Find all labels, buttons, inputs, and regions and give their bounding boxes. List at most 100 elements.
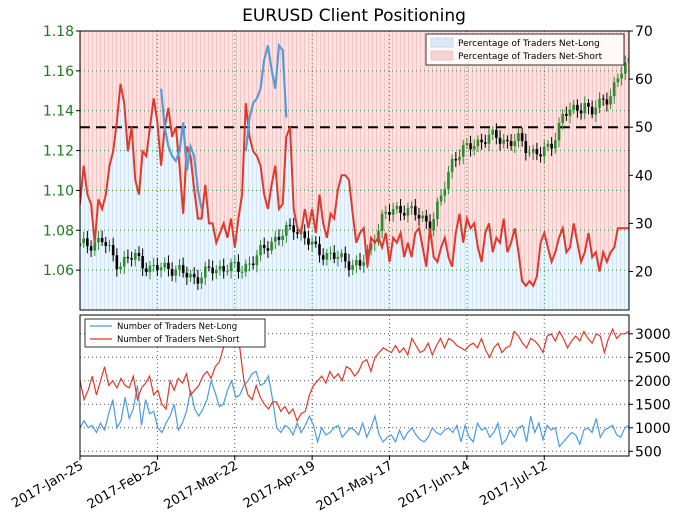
candle-body xyxy=(296,232,299,234)
candle-body xyxy=(163,262,167,268)
candle-body xyxy=(141,256,144,269)
candle-body xyxy=(222,266,225,272)
candle-body xyxy=(561,113,564,123)
candle-body xyxy=(620,73,623,79)
candle-body xyxy=(587,103,590,107)
count-lines xyxy=(80,327,629,448)
net-long-count-line xyxy=(80,370,629,448)
candle-body xyxy=(329,252,332,254)
candle-body xyxy=(425,215,428,222)
candle-body xyxy=(255,255,259,266)
candle-body xyxy=(627,57,629,63)
net-short-pct-line xyxy=(80,83,629,288)
candle-body xyxy=(443,189,447,196)
candle-body xyxy=(450,158,454,173)
candle-body xyxy=(104,242,108,246)
candle-body xyxy=(402,213,406,216)
candle-body xyxy=(495,129,498,138)
candle-body xyxy=(605,99,609,105)
candle-body xyxy=(432,219,436,231)
candle-body xyxy=(542,146,546,157)
candle-body xyxy=(111,245,115,256)
candle-body xyxy=(421,215,424,219)
bottom-right-axis: 500 1000 1500 2000 2500 3000 xyxy=(629,327,671,460)
candle-body xyxy=(502,139,506,144)
top-legend: Percentage of Traders Net-Long Percentag… xyxy=(425,33,625,66)
candle-body xyxy=(355,260,358,266)
candle-body xyxy=(80,243,82,247)
candle-body xyxy=(229,262,233,272)
candle-body xyxy=(233,261,237,263)
bottom-tick-label: 1500 xyxy=(635,397,671,413)
x-tick-label: 2017-Feb-22 xyxy=(85,458,164,512)
candle-body xyxy=(498,137,502,144)
candle-body xyxy=(491,129,494,135)
bottom-frame xyxy=(79,314,630,457)
candle-body xyxy=(137,252,141,257)
candle-body xyxy=(248,263,251,265)
candle-body xyxy=(100,237,104,243)
candle-body xyxy=(262,244,266,249)
right-tick-label: 70 xyxy=(635,24,653,40)
candle-body xyxy=(616,78,620,83)
candle-body xyxy=(461,144,465,157)
candle-body xyxy=(189,273,192,278)
candle-body xyxy=(167,262,170,270)
candle-body xyxy=(152,264,155,266)
candle-body xyxy=(590,106,594,115)
candle-body xyxy=(520,133,524,142)
candle-body xyxy=(517,133,520,142)
candle-body xyxy=(307,238,310,245)
legend-swatch-long xyxy=(430,37,454,48)
candle-body xyxy=(97,237,100,243)
candle-body xyxy=(314,241,318,244)
candle-body xyxy=(598,98,601,108)
candle-body xyxy=(465,143,469,145)
candle-body xyxy=(93,242,97,251)
candle-body xyxy=(579,110,583,114)
candle-body xyxy=(539,154,542,157)
candle-body xyxy=(321,255,325,260)
candle-body xyxy=(476,139,480,147)
candle-body xyxy=(347,261,351,271)
candle-body xyxy=(487,134,491,144)
candle-body xyxy=(439,195,443,202)
candle-body xyxy=(484,142,487,144)
candle-body xyxy=(406,208,410,216)
candle-body xyxy=(447,172,450,190)
candle-body xyxy=(454,158,458,161)
candle-body xyxy=(594,107,598,115)
candle-body xyxy=(369,243,373,250)
candle-body xyxy=(612,82,616,97)
candle-body xyxy=(270,241,273,251)
candle-body xyxy=(218,266,222,270)
candle-body xyxy=(174,269,178,276)
candle-body xyxy=(391,209,395,215)
x-tick-label: 2017-Jan-25 xyxy=(9,458,86,511)
candle-body xyxy=(211,267,214,274)
right-tick-label: 30 xyxy=(635,216,653,232)
candle-body xyxy=(428,221,432,231)
candle-body xyxy=(178,265,181,270)
candle-body xyxy=(130,258,133,260)
candle-body xyxy=(192,273,196,278)
candle-body xyxy=(159,267,163,271)
legend-label-long: Percentage of Traders Net-Long xyxy=(458,39,600,49)
candle-body xyxy=(535,148,539,155)
candle-body xyxy=(288,224,292,226)
bottom-tick-label: 2000 xyxy=(635,374,671,390)
chart-title: EURUSD Client Positioning xyxy=(242,6,466,26)
candle-body xyxy=(310,241,314,245)
candle-body xyxy=(340,253,343,258)
left-tick-label: 1.06 xyxy=(43,263,74,279)
candle-body xyxy=(89,246,93,251)
candle-body xyxy=(200,277,203,284)
candle-body xyxy=(82,238,85,244)
candle-body xyxy=(572,104,576,110)
bottom-tick-label: 1000 xyxy=(635,421,671,437)
candle-body xyxy=(480,139,483,143)
candle-body xyxy=(528,152,531,154)
candle-body xyxy=(86,238,89,247)
